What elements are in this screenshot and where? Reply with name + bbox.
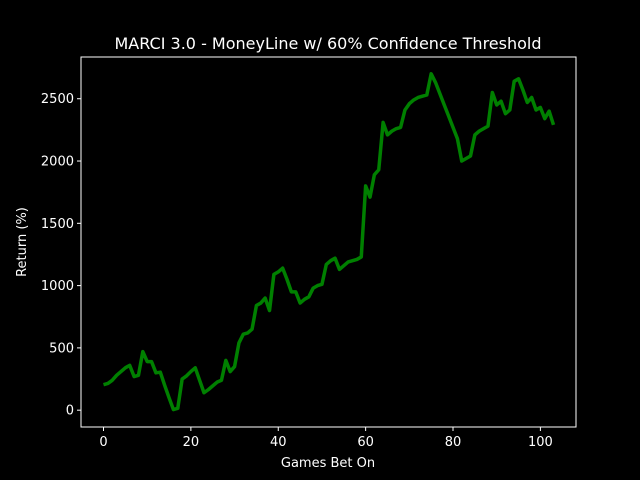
y-tick-label: 2500 (41, 92, 74, 107)
chart-title: MARCI 3.0 - MoneyLine w/ 60% Confidence … (114, 34, 541, 53)
x-tick-label: 100 (528, 435, 553, 450)
y-axis-label: Return (%) (15, 207, 30, 277)
line-series (103, 72, 556, 412)
y-tick-label: 2000 (41, 155, 74, 170)
x-tick-label: 60 (357, 435, 374, 450)
x-tick-label: 20 (183, 435, 200, 450)
x-tick-label: 80 (445, 435, 462, 450)
y-tick-label: 1500 (41, 217, 74, 232)
axes-frame (80, 56, 577, 428)
y-tick-label: 1000 (41, 279, 74, 294)
x-axis-label: Games Bet On (281, 456, 375, 471)
x-tick-label: 0 (99, 435, 107, 450)
y-tick-label: 500 (49, 341, 74, 356)
x-tick-label: 40 (270, 435, 287, 450)
y-tick-label: 0 (66, 404, 74, 419)
